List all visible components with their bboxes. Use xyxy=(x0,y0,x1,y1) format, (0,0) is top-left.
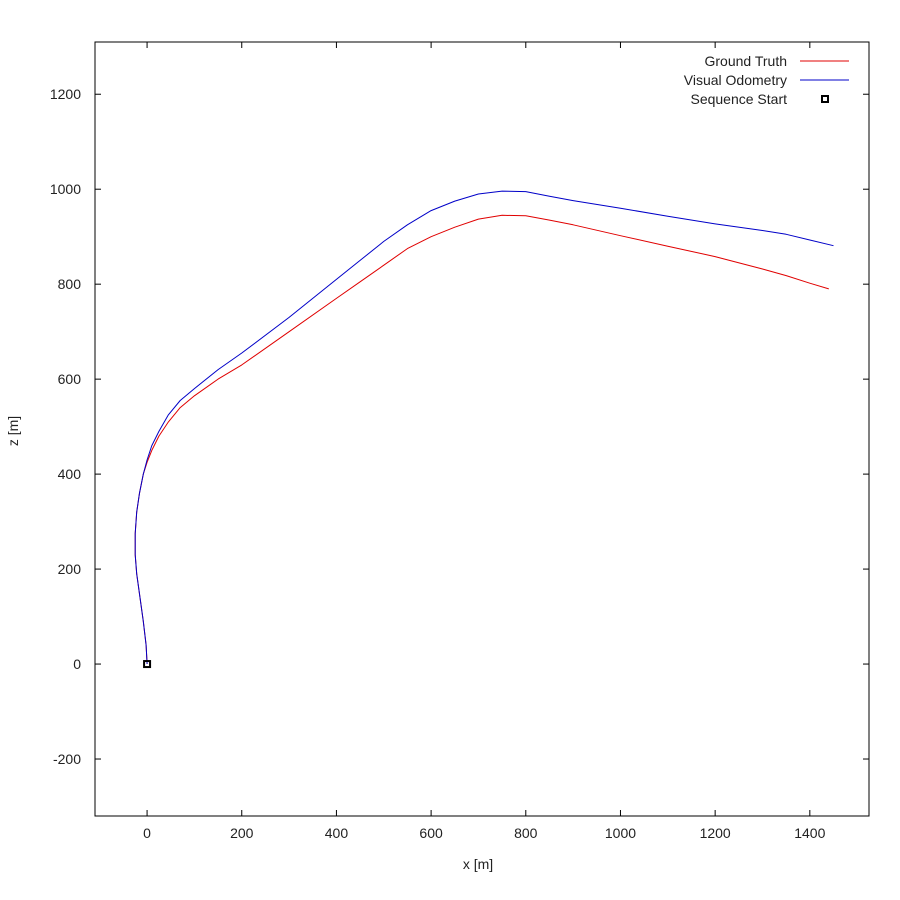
x-tick-label: 400 xyxy=(325,825,349,841)
legend-ground-truth-label: Ground Truth xyxy=(705,53,788,69)
visual-odometry-line xyxy=(134,190,834,665)
x-tick-label: 1400 xyxy=(794,825,825,841)
tick-labels: 0 200 400 600 800 1000 1200 1400 -200 0 200 400 600 8… xyxy=(50,86,826,841)
y-tick-label: 400 xyxy=(58,466,82,482)
legend: Ground Truth Visual Odometry Sequence Star… xyxy=(684,53,849,107)
plot-frame xyxy=(94,41,870,817)
x-tick-label: 800 xyxy=(514,825,538,841)
y-tick-label: 800 xyxy=(58,276,82,292)
legend-visual-odometry-label: Visual Odometry xyxy=(684,72,787,88)
x-tick-label: 200 xyxy=(230,825,254,841)
y-tick-label: 0 xyxy=(73,656,81,672)
x-tick-label: 1000 xyxy=(605,825,636,841)
series-layer xyxy=(134,190,834,669)
y-tick-label: 1000 xyxy=(50,181,81,197)
y-axis-label: z [m] xyxy=(5,416,21,446)
axis-ticks xyxy=(95,42,869,816)
y-tick-label: 200 xyxy=(58,561,82,577)
x-tick-label: 1200 xyxy=(700,825,731,841)
y-tick-label: 600 xyxy=(58,371,82,387)
legend-sequence-start-label: Sequence Start xyxy=(690,91,787,107)
x-tick-label: 600 xyxy=(419,825,443,841)
sequence-start-marker xyxy=(143,660,152,669)
legend-sequence-start-marker xyxy=(821,95,829,103)
ground-truth-line xyxy=(134,214,829,665)
x-tick-label: 0 xyxy=(143,825,151,841)
y-tick-label: -200 xyxy=(53,751,81,767)
x-axis-label: x [m] xyxy=(463,856,493,872)
y-tick-label: 1200 xyxy=(50,86,81,102)
